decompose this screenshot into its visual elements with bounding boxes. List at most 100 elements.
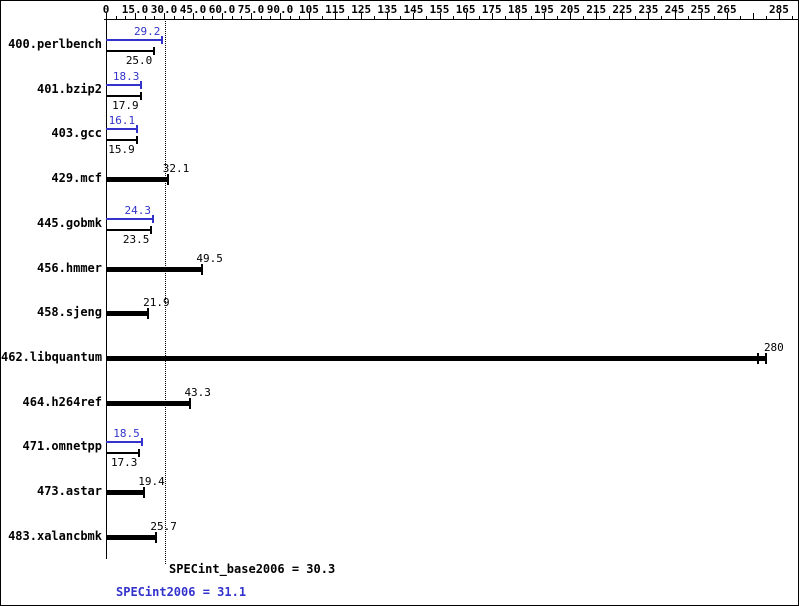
result-bar-endcap xyxy=(188,397,191,409)
result-bar-endcap xyxy=(139,91,142,100)
result-bar xyxy=(106,177,169,183)
axis-tick-label: 90.0 xyxy=(266,3,294,16)
axis-major-tick xyxy=(335,13,337,19)
axis-minor-tick xyxy=(212,16,214,19)
result-bar-endcap xyxy=(764,353,767,365)
result-bar xyxy=(106,39,163,41)
result-value: 17.3 xyxy=(110,456,138,470)
axis-minor-tick xyxy=(478,16,480,19)
axis-major-tick xyxy=(439,13,441,19)
axis-minor-tick xyxy=(348,16,350,19)
axis-tick-label: 145 xyxy=(403,3,424,16)
result-bar xyxy=(106,228,152,231)
result-value: 280 xyxy=(763,341,784,355)
axis-tick-label: 30.0 xyxy=(150,3,178,16)
result-bar-endcap xyxy=(140,80,143,89)
result-bar-endcap xyxy=(167,174,170,186)
specint-peak-text: SPECint2006 = 31.1 xyxy=(116,585,247,599)
axis-major-tick xyxy=(308,13,310,19)
axis-minor-tick xyxy=(765,16,767,19)
y-axis-line xyxy=(106,19,107,559)
axis-major-tick xyxy=(517,13,519,19)
result-value: 21.9 xyxy=(143,296,170,310)
axis-tick-label: 105 xyxy=(299,3,319,16)
axis-minor-tick xyxy=(583,16,585,19)
axis-minor-tick xyxy=(173,16,175,19)
axis-minor-tick xyxy=(183,16,185,19)
axis-tick-label: 45.0 xyxy=(179,3,207,16)
axis-tick-label: 205 xyxy=(560,3,580,16)
axis-minor-tick xyxy=(299,16,301,19)
benchmark-label: 462.libquantum xyxy=(1,350,103,365)
result-bar xyxy=(106,490,144,496)
axis-tick-label: 225 xyxy=(612,3,633,16)
axis-major-tick xyxy=(570,13,572,19)
axis-major-tick xyxy=(250,13,252,19)
axis-minor-tick xyxy=(289,16,291,19)
result-bar xyxy=(106,217,153,220)
result-bar xyxy=(106,50,155,52)
axis-minor-tick xyxy=(557,16,558,19)
result-value: 24.3 xyxy=(124,203,151,217)
axis-major-tick xyxy=(726,13,728,19)
result-bar-endcap xyxy=(161,36,164,44)
result-value: 29.2 xyxy=(133,25,161,38)
axis-minor-tick xyxy=(231,16,233,19)
axis-tick-label: 60.0 xyxy=(208,3,236,16)
axis-major-tick xyxy=(387,13,389,19)
axis-major-tick xyxy=(596,13,598,19)
axis-tick-label: 245 xyxy=(664,3,685,16)
result-value: 25.0 xyxy=(125,54,153,67)
result-bar-endcap xyxy=(135,136,138,145)
axis-minor-tick xyxy=(270,16,272,19)
axis-minor-tick xyxy=(530,16,532,19)
axis-minor-tick xyxy=(609,16,611,19)
axis-major-tick xyxy=(700,13,702,19)
benchmark-label: 458.sjeng xyxy=(36,305,102,320)
axis-minor-tick xyxy=(260,16,262,19)
axis-tick-label: 155 xyxy=(429,3,450,16)
axis-tick-label: 285 xyxy=(769,3,789,16)
result-value: 23.5 xyxy=(122,232,150,246)
result-bar xyxy=(106,441,142,444)
result-value: 32.1 xyxy=(162,162,190,176)
axis-major-tick xyxy=(413,13,415,19)
result-bar-endcap xyxy=(151,214,154,223)
axis-tick-label: 135 xyxy=(377,3,398,16)
axis-tick-label: 265 xyxy=(716,3,737,16)
axis-tick-label: 235 xyxy=(638,3,659,16)
result-bar-endcap xyxy=(140,438,143,447)
axis-tick-label: 175 xyxy=(481,3,502,16)
benchmark-label: 400.perlbench xyxy=(8,37,102,51)
axis-tick-label: 15.0 xyxy=(121,3,149,16)
benchmark-label: 403.gcc xyxy=(51,126,102,141)
x-axis-line xyxy=(104,19,798,20)
axis-minor-tick xyxy=(739,16,741,19)
axis-tick-label: 0 xyxy=(102,3,110,16)
benchmark-label: 464.h264ref xyxy=(22,394,102,409)
axis-tick-label: 75.0 xyxy=(237,3,265,16)
result-value: 43.3 xyxy=(184,385,211,399)
result-value: 49.5 xyxy=(196,251,223,265)
axis-minor-tick xyxy=(661,16,663,19)
axis-major-tick xyxy=(361,13,363,19)
axis-major-tick xyxy=(192,13,194,19)
axis-minor-tick xyxy=(504,16,506,19)
result-bar xyxy=(106,139,137,142)
result-value: 18.5 xyxy=(113,427,140,441)
result-value: 16.1 xyxy=(108,114,136,128)
benchmark-label: 473.astar xyxy=(36,484,102,499)
axis-minor-tick xyxy=(144,16,146,19)
axis-minor-tick xyxy=(452,16,454,19)
axis-major-tick xyxy=(279,13,281,19)
axis-tick-label: 215 xyxy=(586,3,607,16)
axis-major-tick xyxy=(465,13,467,19)
axis-minor-tick xyxy=(635,16,637,19)
axis-major-tick xyxy=(674,13,676,19)
benchmark-label: 483.xalancbmk xyxy=(8,528,102,543)
axis-tick-label: 115 xyxy=(325,3,345,16)
result-bar xyxy=(106,128,138,131)
axis-major-tick xyxy=(491,13,493,19)
axis-tick-label: 125 xyxy=(351,3,372,16)
